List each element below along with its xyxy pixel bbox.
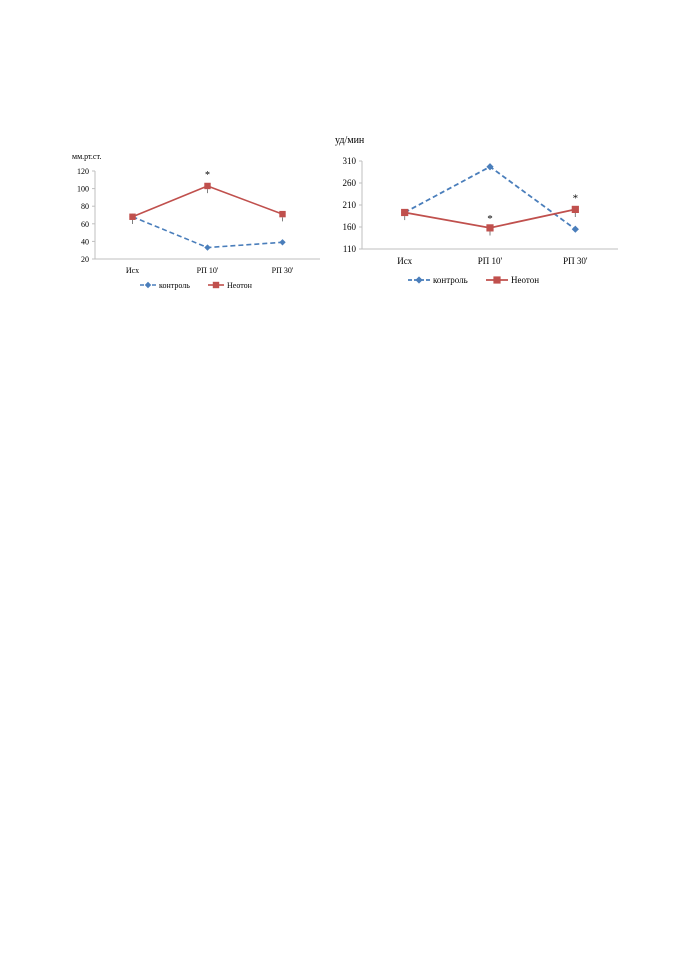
data-point-marker	[486, 163, 494, 171]
y-tick-label: 60	[81, 220, 89, 229]
legend-marker-0	[144, 281, 152, 289]
data-point-marker	[571, 205, 579, 213]
y-tick-label: 210	[343, 200, 357, 210]
data-point-marker	[571, 225, 579, 233]
y-tick-label: 120	[77, 167, 89, 176]
significance-marker: *	[205, 170, 210, 181]
y-tick-label: 20	[81, 255, 89, 264]
data-point-marker	[401, 208, 409, 217]
legend-label-0: контроль	[433, 275, 468, 285]
chart-blood-pressure: мм.рт.ст. 20 40 60 80 100 120 Исх РП 10' РП 30' * к…	[70, 148, 322, 293]
data-point-marker	[279, 239, 286, 246]
series-line-0	[132, 216, 283, 249]
x-tick-label: РП 30'	[272, 266, 294, 275]
y-tick-label: 260	[343, 178, 357, 188]
data-point-marker	[204, 182, 211, 190]
chart-1-svg: мм.рт.ст. 20 40 60 80 100 120 Исх РП 10' РП 30' * к…	[72, 152, 320, 290]
x-tick-label: РП 10'	[478, 256, 503, 266]
y-tick-label: 100	[77, 185, 89, 194]
legend-marker-1	[212, 281, 220, 289]
chart-heart-rate: уд/мин 110 160 210 260 310 Исх РП 10' РП 30' * * ко…	[330, 130, 620, 295]
y-axis-label: уд/мин	[335, 135, 365, 146]
y-tick-label: 40	[81, 237, 89, 246]
data-point-marker	[279, 210, 286, 218]
y-axis-label: мм.рт.ст.	[72, 152, 101, 161]
chart-2-svg: уд/мин 110 160 210 260 310 Исх РП 10' РП 30' * * ко…	[335, 135, 618, 285]
legend-label-1: Неотон	[511, 275, 539, 285]
legend-marker-1	[493, 276, 501, 284]
x-tick-label: Исх	[397, 256, 412, 266]
significance-marker: *	[487, 213, 493, 225]
data-point-marker	[129, 213, 136, 220]
legend-label-0: контроль	[159, 281, 190, 290]
data-point-marker	[204, 244, 211, 251]
x-tick-label: РП 10'	[197, 266, 219, 275]
y-tick-label: 110	[343, 244, 357, 254]
legend-marker-0	[415, 276, 423, 284]
y-tick-label: 160	[343, 222, 357, 232]
legend-label-1: Неотон	[227, 281, 253, 290]
y-tick-label: 80	[81, 202, 89, 211]
y-tick-label: 310	[343, 156, 357, 166]
significance-marker: *	[573, 192, 579, 204]
data-point-marker	[486, 224, 494, 232]
x-tick-label: РП 30'	[563, 256, 588, 266]
x-tick-label: Исх	[126, 266, 139, 275]
